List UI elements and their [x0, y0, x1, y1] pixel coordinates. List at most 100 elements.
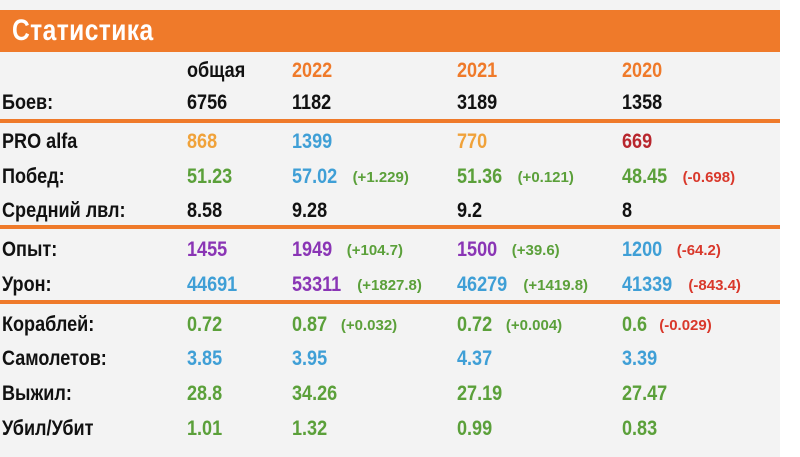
cell-overall: 868: [187, 127, 222, 157]
stat-delta: (+104.7): [346, 241, 404, 259]
cell-2020: 0.6 (-0.029): [622, 310, 712, 340]
cell-2022: 9.28: [292, 196, 333, 226]
stat-value: 0.83: [622, 417, 658, 440]
row-label: Убил/Убит: [2, 417, 94, 440]
cell-overall: 8.58: [187, 196, 228, 226]
header-2020: 2020: [622, 59, 663, 82]
cell-2020: 0.83: [622, 414, 663, 444]
cell-overall: 6756: [187, 88, 234, 118]
table-row: Урон: 44691 53311 (+1827.8) 46279 (+1419.8) 41…: [0, 270, 780, 300]
stat-value: 0.72: [457, 313, 493, 336]
stat-delta: (+1419.8): [523, 276, 589, 294]
header-2022: 2022: [292, 59, 333, 82]
cell-2022: 3.95: [292, 344, 333, 374]
cell-2022: 57.02 (+1.229): [292, 162, 409, 192]
stat-value: 8.58: [187, 199, 223, 222]
stat-delta: (+0.032): [340, 316, 398, 334]
stats-panel: Статистика общая 2022 2021 2020 Боев: 675…: [0, 0, 780, 457]
table-row: PRO alfa 868 1399 770 669: [0, 127, 780, 157]
table-row: Опыт: 1455 1949 (+104.7) 1500 (+39.6) 1200 (-64…: [0, 235, 780, 265]
cell-2021: 46279 (+1419.8): [457, 270, 588, 300]
stat-value: 34.26: [292, 382, 338, 405]
stat-value: 27.19: [457, 382, 503, 405]
stat-value: 1.32: [292, 417, 328, 440]
cell-2021: 770: [457, 127, 492, 157]
stat-delta: (+0.121): [517, 168, 574, 186]
stat-value: 3.95: [292, 347, 328, 370]
cell-overall: 0.72: [187, 310, 228, 340]
cell-overall: 51.23: [187, 162, 240, 192]
cell-2021: 0.72 (+0.004): [457, 310, 562, 340]
header-row: общая 2022 2021 2020: [0, 56, 780, 86]
stat-value: 44691: [187, 273, 238, 296]
section-divider: [0, 300, 780, 304]
stat-value: 3.85: [187, 347, 223, 370]
stat-value: 9.28: [292, 199, 328, 222]
stat-delta: (+39.6): [511, 241, 560, 259]
stat-value: 46279: [457, 273, 508, 296]
page-title: Статистика: [12, 14, 154, 47]
cell-overall: 28.8: [187, 379, 228, 409]
cell-2020: 48.45 (-0.698): [622, 162, 735, 192]
cell-2021: 9.2: [457, 196, 486, 226]
stat-value: 9.2: [457, 199, 483, 222]
row-label: Урон:: [2, 273, 52, 296]
row-label: Боев:: [2, 91, 54, 114]
cell-2020: 8: [622, 196, 634, 226]
cell-2021: 0.99: [457, 414, 498, 444]
stat-value: 0.72: [187, 313, 223, 336]
stat-value: 53311: [292, 273, 342, 296]
stat-value: 28.8: [187, 382, 223, 405]
stat-value: 51.36: [457, 165, 503, 188]
stat-value: 1200: [622, 238, 663, 261]
header-2021: 2021: [457, 59, 498, 82]
row-label: Средний лвл:: [2, 199, 126, 222]
cell-2022: 1182: [292, 88, 338, 118]
row-label: Побед:: [2, 165, 65, 188]
stat-delta: (-843.4): [688, 276, 741, 294]
header-overall: общая: [187, 59, 246, 82]
stat-value: 868: [187, 130, 218, 153]
stat-value: 0.6: [622, 313, 648, 336]
cell-2020: 41339 (-843.4): [622, 270, 741, 300]
stat-value: 0.99: [457, 417, 493, 440]
cell-overall: 1.01: [187, 414, 228, 444]
cell-2021: 4.37: [457, 344, 498, 374]
stat-value: 3.39: [622, 347, 658, 370]
row-label: Кораблей:: [2, 313, 95, 336]
stat-value: 1455: [187, 238, 228, 261]
cell-2021: 3189: [457, 88, 504, 118]
table-row: Средний лвл: 8.58 9.28 9.2 8: [0, 196, 780, 226]
cell-2022: 1399: [292, 127, 339, 157]
table-row: Кораблей: 0.72 0.87 (+0.032) 0.72 (+0.004) 0.6…: [0, 310, 780, 340]
cell-2020: 1358: [622, 88, 669, 118]
stat-value: 6756: [187, 91, 228, 114]
cell-2020: 27.47: [622, 379, 675, 409]
stat-delta: (+1.229): [352, 168, 409, 186]
stat-value: 48.45: [622, 165, 668, 188]
row-label: Опыт:: [2, 238, 58, 261]
table-row: Побед: 51.23 57.02 (+1.229) 51.36 (+0.121) 48.…: [0, 162, 780, 192]
stat-value: 1.01: [187, 417, 223, 440]
cell-2022: 34.26: [292, 379, 345, 409]
cell-2022: 1.32: [292, 414, 333, 444]
table-row: Убил/Убит 1.01 1.32 0.99 0.83: [0, 414, 780, 444]
section-divider: [0, 119, 780, 123]
cell-overall: 3.85: [187, 344, 228, 374]
stat-value: 1399: [292, 130, 333, 153]
cell-overall: 1455: [187, 235, 234, 265]
stat-value: 669: [622, 130, 653, 153]
stat-value: 3189: [457, 91, 498, 114]
stat-value: 1358: [622, 91, 663, 114]
row-label: Самолетов:: [2, 347, 107, 370]
cell-overall: 44691: [187, 270, 245, 300]
stat-value: 41339: [622, 273, 673, 296]
cell-2022: 53311 (+1827.8): [292, 270, 422, 300]
table-row: Самолетов: 3.85 3.95 4.37 3.39: [0, 344, 780, 374]
table-row: Выжил: 28.8 34.26 27.19 27.47: [0, 379, 780, 409]
stat-value: 51.23: [187, 165, 233, 188]
stat-delta: (+1827.8): [357, 276, 422, 294]
stat-value: 4.37: [457, 347, 493, 370]
cell-2021: 51.36 (+0.121): [457, 162, 574, 192]
cell-2021: 1500 (+39.6): [457, 235, 560, 265]
